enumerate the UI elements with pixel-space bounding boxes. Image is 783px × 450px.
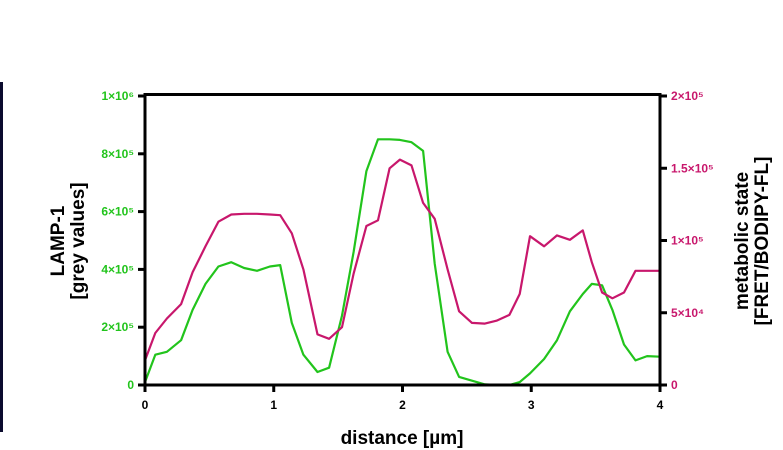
right-y-tick-label: 2×10⁵ xyxy=(671,89,704,103)
x-tick-label: 0 xyxy=(142,398,149,412)
left-edge-bar xyxy=(0,82,3,432)
left-axis-title-line2: [grey values] xyxy=(68,182,89,299)
ticks-group: 0 1 2 3 402×10⁵4×10⁵6×10⁵8×10⁵1×10⁶05×10⁴1×1… xyxy=(101,89,713,412)
plot-lines xyxy=(143,138,661,387)
x-tick-label: 2 xyxy=(399,398,406,412)
left-y-tick-label: 6×10⁵ xyxy=(101,205,134,219)
x-tick-label: 3 xyxy=(528,398,535,412)
axes-group xyxy=(143,93,662,387)
x-axis-title: distance [µm] xyxy=(341,428,464,449)
left-y-tick-label: 4×10⁵ xyxy=(101,262,134,276)
right-y-tick-label: 1×10⁵ xyxy=(671,234,704,248)
left-y-tick-label: 1×10⁶ xyxy=(101,89,134,103)
right-y-tick-label: 1.5×10⁵ xyxy=(671,161,714,175)
left-y-tick-label: 0 xyxy=(127,378,134,392)
right-axis-title-line1: metabolic state xyxy=(732,172,753,310)
left-axis-title-line1: LAMP-1 xyxy=(48,205,69,276)
lamp1-line xyxy=(143,138,661,387)
metabolic-state-line xyxy=(143,158,660,361)
x-tick-label: 1 xyxy=(270,398,277,412)
right-axis-title: metabolic state [FRET/BODIPY-FL] xyxy=(732,157,773,326)
left-y-tick-label: 8×10⁵ xyxy=(101,147,134,161)
right-y-tick-label: 0 xyxy=(671,378,678,392)
right-axis-title-line2: [FRET/BODIPY-FL] xyxy=(752,157,773,326)
right-y-tick-label: 5×10⁴ xyxy=(671,306,704,320)
left-axis-title: LAMP-1 [grey values] xyxy=(48,182,89,299)
x-tick-label: 4 xyxy=(657,398,664,412)
left-y-tick-label: 2×10⁵ xyxy=(101,320,134,334)
